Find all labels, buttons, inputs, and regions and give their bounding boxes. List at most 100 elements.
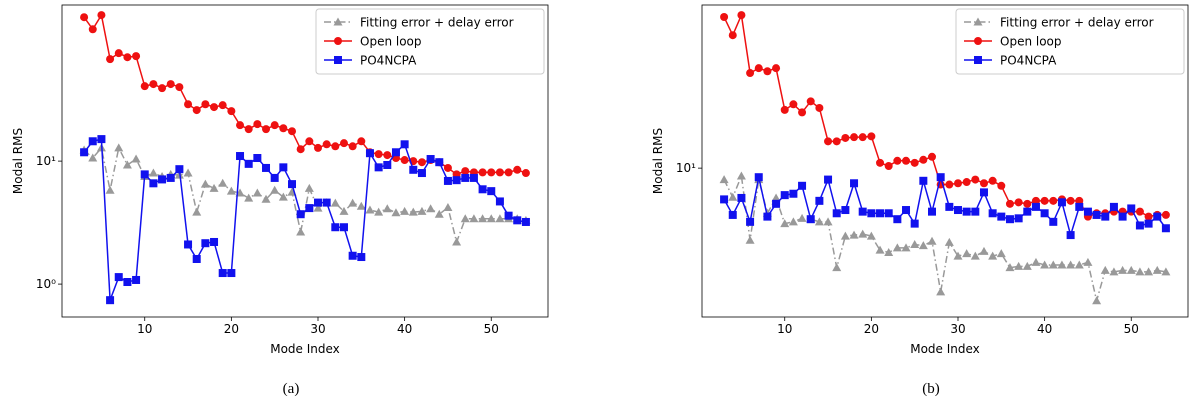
marker — [426, 155, 435, 164]
marker — [391, 148, 400, 157]
marker — [435, 158, 444, 167]
marker — [443, 202, 453, 211]
marker — [201, 100, 210, 109]
marker — [148, 168, 158, 177]
marker — [253, 120, 262, 129]
marker — [1031, 202, 1040, 211]
marker — [236, 121, 245, 130]
marker — [374, 163, 383, 172]
marker — [979, 179, 988, 188]
marker — [754, 64, 763, 73]
marker — [789, 100, 798, 109]
marker — [158, 175, 167, 184]
marker — [867, 132, 876, 141]
marker — [858, 133, 867, 142]
x-tick-label: 40 — [1037, 322, 1052, 336]
marker — [461, 173, 470, 182]
marker — [970, 251, 980, 260]
marker — [919, 176, 928, 185]
marker — [244, 193, 254, 202]
marker — [910, 219, 919, 228]
marker — [745, 235, 755, 244]
marker — [288, 127, 297, 136]
marker — [736, 171, 746, 180]
marker — [409, 165, 418, 174]
marker — [513, 165, 522, 174]
marker — [1040, 209, 1049, 218]
marker — [1153, 212, 1162, 221]
marker — [313, 198, 322, 207]
caption: (b) — [922, 381, 940, 397]
marker — [244, 159, 253, 168]
series-line — [723, 173, 1167, 301]
marker — [106, 55, 115, 64]
marker — [876, 158, 885, 167]
series-line — [83, 138, 527, 301]
legend: Fitting error + delay error Open loop PO4N… — [955, 8, 1185, 75]
marker — [88, 25, 97, 34]
marker — [944, 237, 954, 246]
marker — [893, 156, 902, 165]
marker — [478, 168, 487, 177]
marker — [374, 207, 384, 216]
marker — [400, 156, 409, 165]
marker — [1083, 257, 1093, 266]
marker — [806, 97, 815, 106]
marker — [80, 148, 89, 157]
marker — [434, 209, 444, 218]
marker — [288, 180, 297, 189]
legend-label: Fitting error + delay error — [1000, 16, 1154, 30]
marker — [365, 205, 375, 214]
marker — [780, 219, 790, 228]
marker — [1048, 260, 1058, 269]
marker — [1014, 198, 1023, 207]
marker — [832, 209, 841, 218]
marker — [910, 158, 919, 167]
marker — [988, 176, 997, 185]
legend-label: PO4NCPA — [360, 54, 417, 68]
x-tick-label: 10 — [777, 322, 792, 336]
marker — [850, 133, 859, 142]
chart: 10 20 30 40 50 10¹ Mode Index Modal RMS (b) Fitti… — [651, 4, 1189, 397]
marker — [901, 243, 911, 252]
marker — [132, 52, 141, 61]
marker — [1092, 210, 1101, 219]
marker — [452, 237, 462, 246]
marker — [728, 192, 738, 201]
marker — [1161, 267, 1171, 276]
legend-label: PO4NCPA — [1000, 54, 1057, 68]
marker — [893, 215, 902, 224]
marker — [122, 160, 132, 169]
marker — [140, 170, 149, 179]
marker — [1135, 221, 1144, 230]
marker — [417, 206, 427, 215]
marker — [824, 175, 833, 184]
marker — [140, 82, 149, 91]
marker — [780, 105, 789, 114]
marker — [720, 13, 729, 22]
marker — [334, 37, 342, 45]
marker — [334, 56, 342, 64]
marker — [521, 169, 530, 178]
series-line — [723, 12, 1166, 218]
marker — [322, 198, 331, 207]
marker — [88, 153, 98, 162]
marker — [1144, 267, 1154, 276]
marker — [754, 173, 763, 182]
marker — [313, 203, 323, 212]
y-axis-label: Modal RMS — [651, 128, 665, 194]
marker — [469, 214, 479, 223]
marker — [928, 152, 937, 161]
marker — [400, 206, 410, 215]
marker — [305, 204, 314, 213]
marker — [1161, 210, 1170, 219]
marker — [1023, 199, 1032, 208]
marker — [114, 49, 123, 58]
marker — [797, 213, 807, 222]
marker — [1075, 196, 1084, 205]
marker — [305, 137, 314, 146]
marker — [486, 214, 496, 223]
marker — [746, 69, 755, 78]
marker — [927, 236, 937, 245]
marker — [383, 151, 392, 160]
